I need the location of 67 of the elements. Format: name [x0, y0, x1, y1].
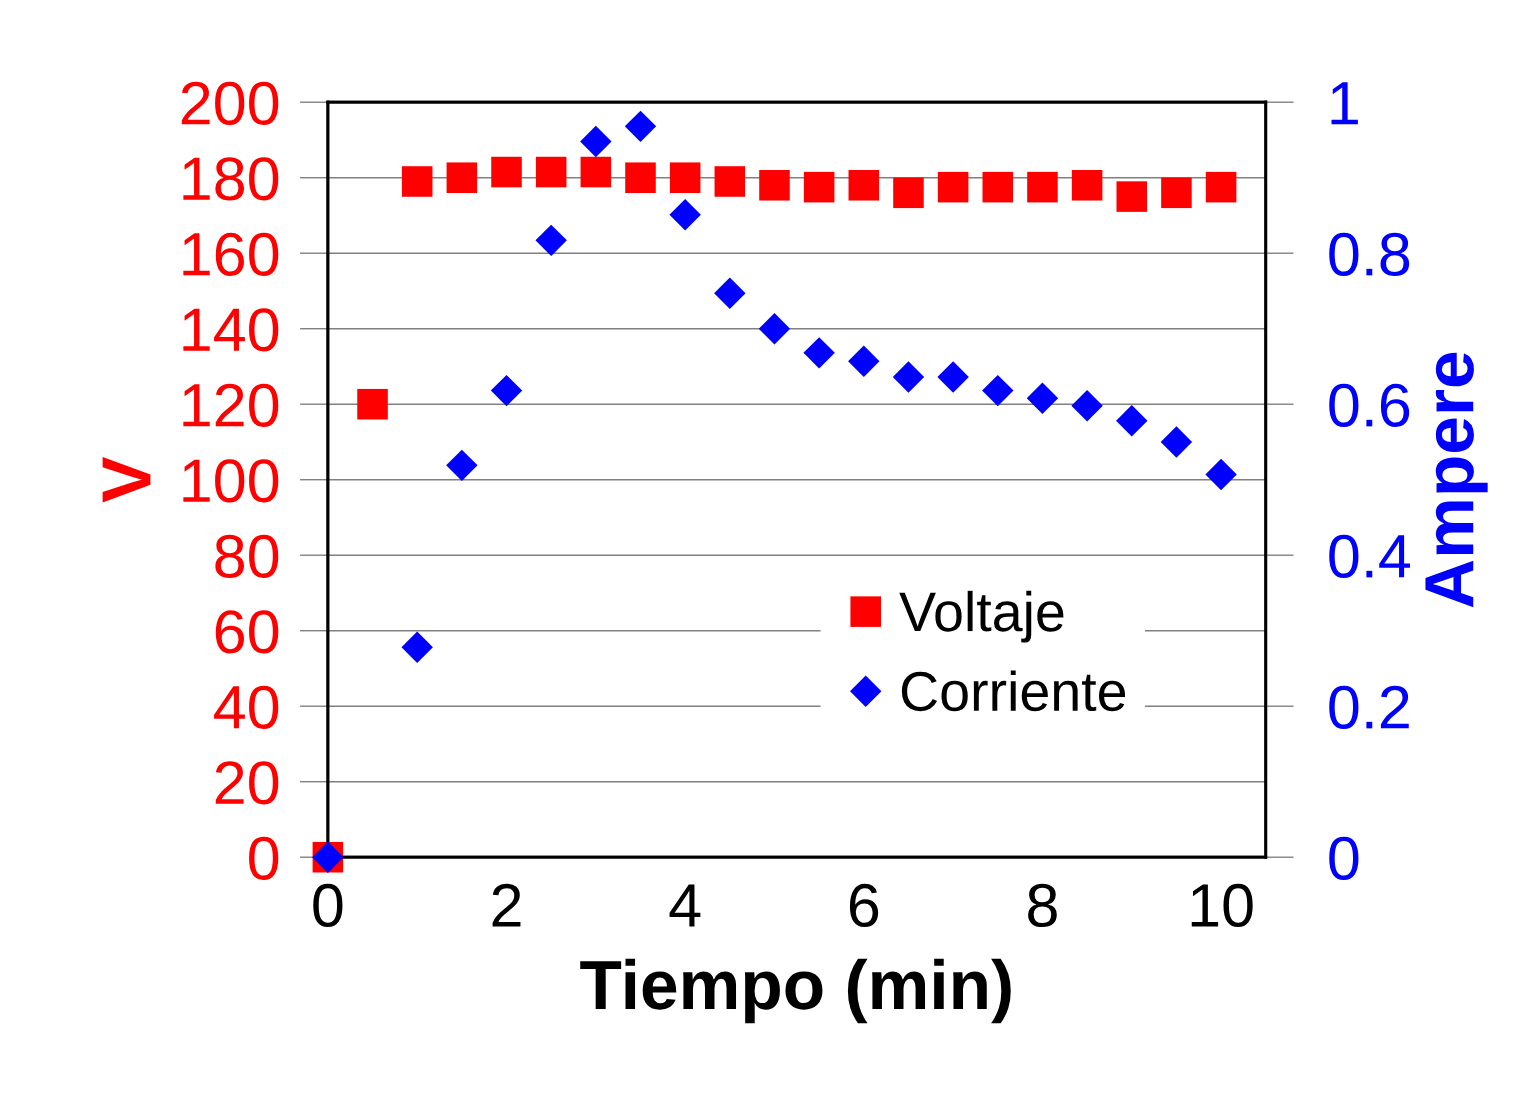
x-tick-label: 8	[1028, 883, 1057, 928]
point	[446, 162, 478, 193]
x-tick-label: 4	[669, 884, 701, 927]
point	[848, 169, 880, 201]
point	[1161, 177, 1192, 209]
y-tick-label: 180	[183, 157, 279, 201]
point	[491, 156, 522, 188]
y2-axis-title: Ampere	[1425, 352, 1488, 608]
y2-tick-label: 0.8	[1329, 232, 1410, 276]
point	[1071, 390, 1103, 422]
legend-label: Corriente	[901, 670, 1126, 712]
point	[535, 156, 567, 188]
x-tick-label: 6	[849, 883, 879, 928]
legend-label: Voltaje	[899, 590, 1064, 643]
y2-tick-label: 0	[1329, 836, 1359, 880]
point	[490, 374, 523, 407]
y2-tick-label: 1	[1331, 82, 1358, 125]
point	[1026, 382, 1059, 414]
point	[892, 361, 925, 393]
point	[848, 345, 880, 377]
point	[937, 171, 969, 203]
y-tick-label: 100	[183, 459, 279, 503]
point	[714, 166, 746, 197]
point	[759, 169, 790, 201]
point	[580, 156, 612, 188]
point	[1116, 181, 1148, 212]
point	[1071, 169, 1103, 201]
x-tick-label: 10	[1191, 883, 1253, 928]
point	[1160, 426, 1193, 458]
point	[401, 166, 433, 197]
point	[446, 449, 478, 482]
y-tick-label: 60	[215, 610, 279, 654]
point	[982, 374, 1014, 407]
y-tick-label: 160	[183, 232, 279, 276]
y-tick-label: 20	[215, 761, 279, 805]
point	[669, 198, 701, 231]
point	[401, 631, 433, 664]
point	[357, 388, 388, 420]
y-tick-label: 140	[183, 308, 279, 352]
y2-tick-label: 0.2	[1329, 685, 1409, 729]
y-tick-label: 40	[214, 685, 279, 729]
y2-tick-label: 0.4	[1329, 534, 1411, 578]
y-axis-title: V	[102, 457, 151, 503]
point	[1205, 458, 1237, 491]
point	[937, 361, 969, 393]
x-tick-label: 2	[492, 883, 521, 927]
y-tick-label: 120	[183, 383, 279, 427]
point	[1027, 171, 1058, 203]
point	[1205, 171, 1237, 203]
y-tick-label: 200	[181, 81, 279, 125]
point	[758, 313, 791, 345]
y2-tick-label: 0.6	[1329, 383, 1410, 427]
point	[803, 171, 835, 203]
point	[714, 277, 746, 309]
x-axis-title: Tiempo (min)	[580, 958, 1011, 1024]
x-tick-label: 0	[313, 883, 343, 928]
y-tick-label: 0	[249, 836, 279, 880]
point	[625, 162, 656, 193]
point	[803, 337, 835, 369]
point	[1116, 405, 1148, 437]
point	[535, 224, 567, 257]
point	[580, 125, 612, 158]
y-tick-label: 80	[215, 534, 279, 578]
point	[893, 177, 924, 209]
point	[982, 171, 1014, 203]
point	[624, 110, 657, 143]
point	[669, 162, 701, 193]
